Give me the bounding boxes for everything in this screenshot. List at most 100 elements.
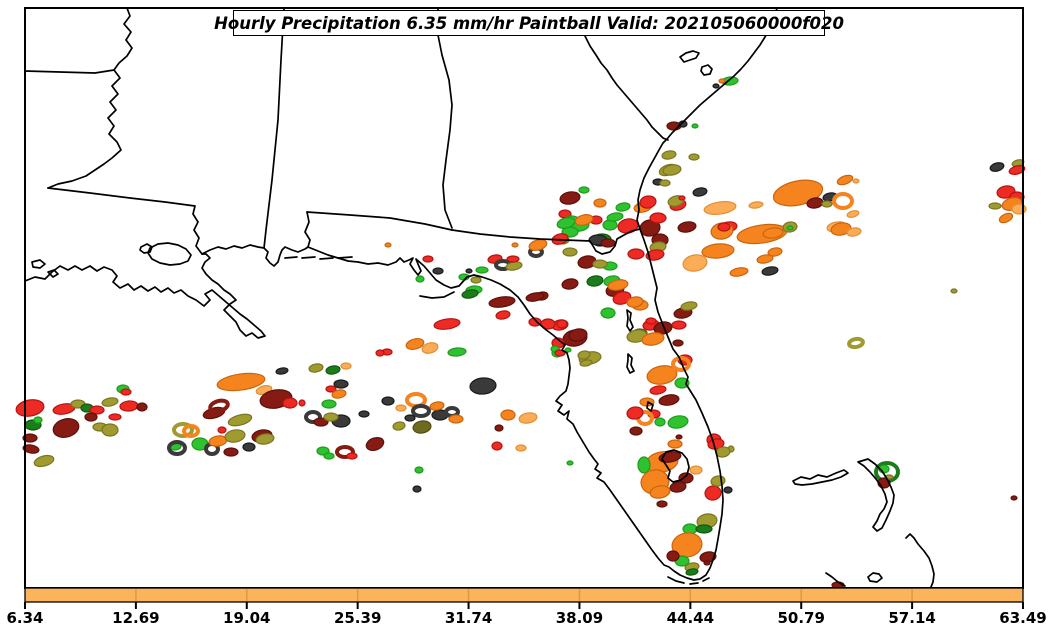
paintball-blob-bright-green — [600, 307, 616, 319]
paintball-blob-red — [645, 317, 657, 325]
paintball-blob-olive — [172, 422, 194, 438]
paintball-blob-red — [639, 195, 657, 209]
coastline-path — [306, 211, 453, 231]
coastline-path — [436, 7, 453, 229]
paintball-blob-dark-red — [675, 434, 683, 440]
paintball-blob-bright-green — [556, 217, 576, 229]
coastline-path — [201, 7, 778, 581]
paintball-blob-light-orange — [689, 465, 703, 475]
paintball-blob-orange — [405, 338, 425, 350]
paintball-blob-red — [89, 405, 105, 415]
paintball-blob-dark-gray — [692, 187, 708, 197]
paintball-blob-light-orange — [703, 201, 737, 215]
paintball-blob-olive — [950, 288, 958, 294]
paintball-blob-olive — [323, 412, 339, 422]
paintball-blob-light-orange — [748, 201, 764, 209]
paintball-blob-orange — [511, 242, 519, 248]
paintball-blob-orange — [667, 439, 683, 449]
paintball-blob-red — [120, 388, 132, 396]
paintball-blob-red — [346, 452, 358, 460]
paintball-blob-orange — [448, 414, 464, 424]
paintball-blob-olive — [659, 179, 671, 187]
paintball-blob-dark-green — [461, 289, 479, 299]
paintball-blob-red — [15, 399, 45, 417]
plot-title-box: Hourly Precipitation 6.35 mm/hr Paintbal… — [214, 10, 844, 36]
paintball-blob-red — [671, 320, 687, 330]
paintball-blob-olive — [562, 247, 578, 257]
paintball-blob-dark-gray — [381, 396, 395, 406]
paintball-blob-red — [491, 441, 503, 451]
paintball-blob-orange — [767, 247, 783, 257]
coastline-path — [139, 243, 153, 254]
map-outlines — [24, 7, 935, 588]
paintball-blob-olive — [592, 259, 608, 269]
coastline-path — [304, 211, 311, 248]
paintball-blob-light-orange — [682, 254, 708, 272]
paintball-blob-orange — [701, 243, 735, 259]
paintball-blob-dark-red — [656, 500, 668, 508]
paintball-blob-dark-red — [1010, 495, 1018, 501]
paintball-blob-orange — [649, 485, 671, 499]
paintball-blob-red — [649, 385, 667, 395]
colorbar-tick-label: 31.74 — [445, 609, 492, 627]
paintball-blob-dark-gray — [432, 267, 444, 275]
paintball-blob-orange — [607, 279, 629, 291]
paintball-blob-bright-green — [323, 452, 335, 460]
paintball-blob-dark-red — [658, 394, 680, 406]
paintball-blob-red — [649, 212, 667, 224]
paintball-blob-dark-red — [313, 417, 329, 427]
paintball-blob-dark-green — [695, 524, 713, 534]
paintball-blob-bright-green — [447, 347, 467, 357]
paintball-blob-dark-red — [666, 550, 680, 562]
paintball-blob-dark-red — [669, 481, 687, 493]
paintball-blob-red — [298, 399, 306, 407]
coastline-path — [792, 469, 849, 486]
colorbar-tick-label: 38.09 — [556, 609, 603, 627]
paintball-blob-red — [704, 485, 722, 501]
paintball-blob-olive — [470, 276, 482, 284]
paintball-blob-dark-gray — [167, 440, 187, 456]
coastline-path — [284, 256, 353, 260]
colorbar-tick-label: 57.14 — [888, 609, 935, 627]
paintball-blob-orange — [836, 174, 854, 186]
paintball-blob-red — [707, 438, 725, 450]
paintball-blob-bright-green — [674, 377, 690, 389]
paintball-blob-olive — [33, 454, 55, 468]
paintball-blob-dark-red — [559, 191, 581, 205]
paintball-blob-olive — [577, 350, 591, 360]
colorbar-tick-label: 19.04 — [223, 609, 270, 627]
paintball-blob-bright-green — [654, 417, 666, 427]
colorbar-tick-label: 25.39 — [334, 609, 381, 627]
paintball-blob-olive — [308, 363, 324, 373]
paintball-blob-orange — [384, 242, 392, 248]
paintball-blob-dark-red — [629, 426, 643, 436]
paintball-blob-red — [627, 248, 645, 260]
colorbar-tick-label: 44.44 — [667, 609, 714, 627]
paintball-blob-dark-green — [586, 275, 604, 287]
paintball-blob-red — [717, 222, 731, 232]
paintball-blob-dark-gray — [404, 414, 416, 422]
coastline-path — [667, 576, 710, 585]
paintball-blob-olive — [821, 200, 833, 208]
paintball-blob-dark-gray — [712, 83, 720, 89]
paintball-blob-bright-green — [33, 416, 43, 424]
coastline-path — [679, 50, 713, 76]
paintball-blob-olive — [579, 359, 593, 367]
paintball-blob-dark-gray — [469, 377, 497, 395]
paintball-blob-bright-green — [786, 225, 794, 231]
plot-title: Hourly Precipitation 6.35 mm/hr Paintbal… — [214, 13, 844, 33]
paintball-blob-dark-gray — [304, 410, 322, 424]
paintball-blob-dark-gray — [412, 485, 422, 493]
paintball-blob-bright-green — [475, 266, 489, 274]
paintball-blob-light-orange — [340, 362, 352, 370]
coastline-path — [584, 35, 669, 141]
paintball-blob-orange — [641, 332, 665, 346]
paintball-blob-red — [612, 291, 632, 305]
coastline-path — [857, 458, 895, 532]
coastline-path — [419, 291, 455, 299]
paintball-blob-red — [422, 255, 434, 263]
paintball-blob-red — [217, 426, 227, 434]
paintball-blob-dark-gray — [358, 410, 370, 418]
